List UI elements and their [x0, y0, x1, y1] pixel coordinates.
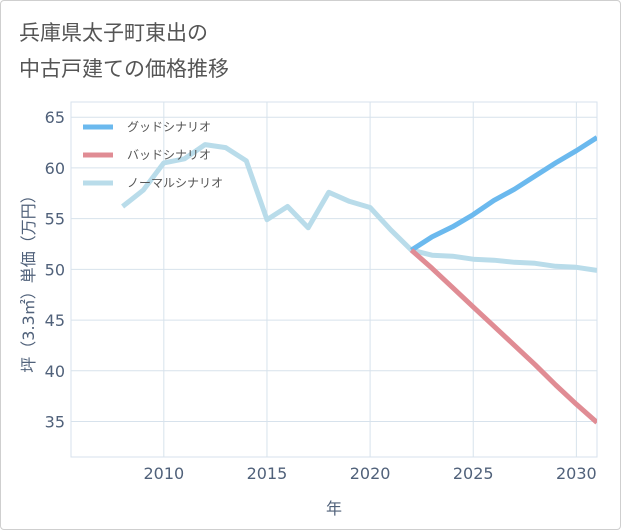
- y-tick-label: 35: [45, 413, 65, 432]
- y-tick-label: 50: [45, 260, 65, 279]
- x-tick-label: 2020: [350, 464, 391, 483]
- page-title-line-1: 兵庫県太子町東出の: [19, 21, 208, 45]
- series-lines: [121, 135, 597, 425]
- y-tick-label: 45: [45, 311, 65, 330]
- y-tick-label: 65: [45, 108, 65, 127]
- y-tick-label: 60: [45, 159, 65, 178]
- x-axis-title: 年: [326, 499, 342, 518]
- page-title-line-2: 中古戸建ての価格推移: [19, 57, 229, 81]
- x-tick-label: 2025: [453, 464, 494, 483]
- series-line-normal: [121, 142, 597, 273]
- plot-area-frame: [70, 101, 598, 458]
- x-tick-label: 2010: [143, 464, 184, 483]
- legend-label-normal: ノーマルシナリオ: [127, 176, 223, 190]
- page-title: 兵庫県太子町東出の 中古戸建ての価格推移: [19, 15, 229, 87]
- y-tick-label: 55: [45, 210, 65, 229]
- series-line-bad: [409, 248, 597, 425]
- tick-labels: 35 40 45 50 55 60 65 2010 2015 2020 2025 2030: [45, 108, 597, 483]
- y-tick-label: 40: [45, 362, 65, 381]
- y-axis-title: 坪（3.3㎡）単価（万円）: [19, 187, 38, 372]
- legend-label-good: グッドシナリオ: [127, 120, 211, 134]
- series-line-good: [410, 135, 597, 253]
- legend-label-bad: バッドシナリオ: [127, 148, 211, 162]
- x-tick-label: 2015: [247, 464, 288, 483]
- x-tick-label: 2030: [556, 464, 597, 483]
- grid-lines: [71, 102, 597, 457]
